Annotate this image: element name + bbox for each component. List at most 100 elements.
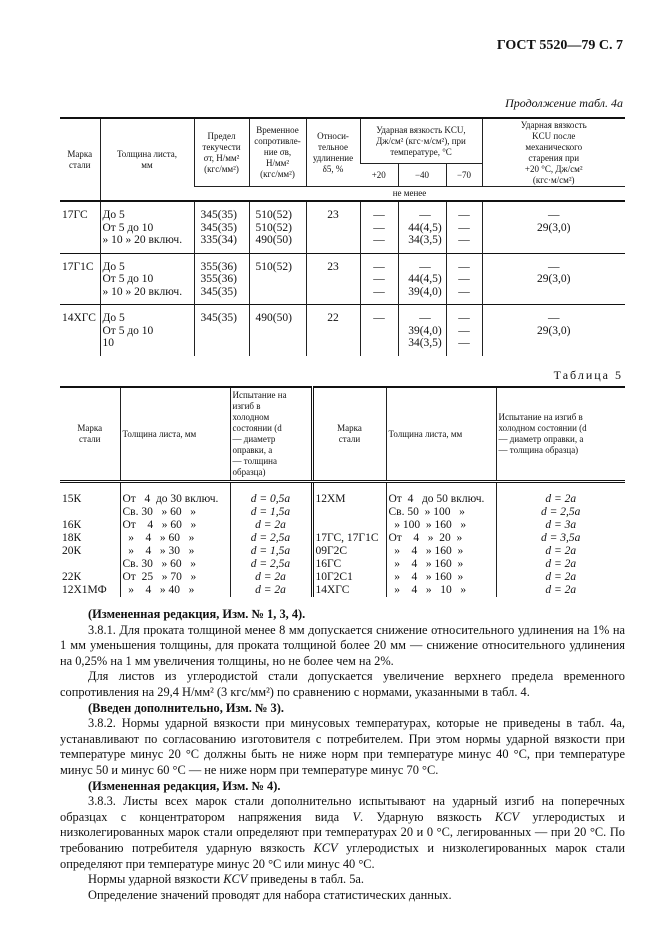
table-row: 15К От 4 до 30 включ. d = 0,5a 12ХМ От 4 до … (60, 481, 625, 506)
page-header: ГОСТ 5520—79 С. 7 (496, 38, 623, 53)
paragraph: 3.8.1. Для проката толщиной менее 8 мм д… (60, 623, 625, 670)
cell-grade-2: 12ХМ (310, 481, 386, 506)
amendment-note: (Введен дополнительно, Изм. № 3). (60, 701, 625, 717)
cell-bend-2: d = 3a (495, 519, 625, 532)
header-yield: Предел текучести σт, Н/мм² (кгс/мм²) (193, 117, 249, 187)
cell-elongation: 23 (305, 252, 360, 305)
cell-thickness-2: » 4 » 10 » (385, 584, 496, 597)
cell-grade: 17ГС (60, 200, 100, 253)
table-row: 14ХГС До 5 От 5 до 10 10 345(35) 490(50) 22—… (60, 304, 625, 356)
cell-grade (60, 506, 120, 519)
text-run: углеродистых и низколегированных марок с… (60, 809, 626, 855)
cell-bend-2: d = 2a (495, 481, 625, 506)
cell-thickness: » 4 » 30 » (119, 545, 230, 558)
table-4a: Марка стали Толщина листа, мм Предел тек… (60, 117, 625, 356)
text-run: (Измененная редакция, Изм. № 1, 3, 4). (88, 607, 306, 621)
text-run: KCV (313, 840, 338, 855)
cell-bend-2: d = 2a (495, 571, 625, 584)
cell-aged: — 29(3,0) (481, 304, 625, 356)
table-row: 17Г1С До 5 От 5 до 10 » 10 » 20 включ. 355… (60, 252, 625, 305)
cell-thickness-2: » 100 » 160 » (385, 519, 496, 532)
header-t20: +20 (360, 163, 398, 187)
header-elongation: Относи- тельное удлинение δ5, % (305, 117, 360, 187)
header-tensile: Временное сопротивле- ние σв, Н/мм² (кгс… (248, 117, 306, 187)
cell-bend: d = 2,5a (229, 532, 312, 545)
amendment-note: (Измененная редакция, Изм. № 4). (60, 779, 625, 795)
header-min-note: не менее (194, 186, 625, 201)
cell-thickness-2: От 4 до 50 включ. (385, 481, 496, 506)
cell-elongation: 22 (305, 304, 360, 356)
paragraph: Для листов из углеродистой стали допуска… (60, 669, 625, 700)
body-text: (Измененная редакция, Изм. № 1, 3, 4). 3.… (60, 607, 625, 903)
cell-yield: 345(35) 345(35) 335(34) (193, 200, 249, 253)
text-run: приведены в табл. 5а. (247, 872, 365, 887)
cell-grade-2 (310, 506, 386, 519)
paragraph: 3.8.3. Листы всех марок стали дополнител… (60, 794, 625, 872)
header-bend: Испытание на изгиб в холодном состоянии … (229, 386, 312, 483)
cell-t40: — 39(4,0) 34(3,5) (397, 304, 446, 356)
cell-thickness-2: » 4 » 160 » (385, 571, 496, 584)
cell-grade-2: 10Г2С1 (310, 571, 386, 584)
cell-bend: d = 0,5a (229, 481, 312, 506)
text-run: 3.8.2. Нормы ударной вязкости при минусо… (60, 716, 625, 777)
cell-t40: — 44(4,5) 34(3,5) (397, 200, 446, 253)
cell-thickness: До 5 От 5 до 10 10 (99, 304, 194, 356)
text-run: углеродистых и низколегированных марок с… (60, 840, 625, 871)
cell-grade-2: 09Г2С (310, 545, 386, 558)
cell-tensile: 490(50) (248, 304, 306, 356)
cell-t20: — — — (359, 200, 398, 253)
table-continuation-label: Продолжение табл. 4а (505, 96, 623, 110)
cell-grade: 22К (62, 571, 82, 583)
cell-bend: d = 2a (229, 519, 312, 532)
cell-t20: — (359, 304, 398, 356)
cell-thickness: » 4 » 40 » (119, 584, 230, 597)
cell-grade: 12Х1МФ (62, 584, 107, 596)
cell-grade: 14ХГС (60, 304, 100, 356)
cell-bend-2: d = 2a (495, 545, 625, 558)
cell-grade-2: 14ХГС (310, 584, 386, 597)
text-run: Определение значений проводят для набора… (88, 887, 452, 902)
cell-thickness-2: Св. 50 » 100 » (385, 506, 496, 519)
text-run: 3.8.3. Листы всех марок стали дополнител… (60, 794, 625, 824)
cell-tensile: 510(52) 510(52) 490(50) (248, 200, 306, 253)
cell-thickness: Св. 30 » 60 » (119, 506, 230, 519)
cell-aged: — 29(3,0) (481, 252, 625, 305)
cell-t70: — — — (445, 304, 482, 356)
cell-elongation: 23 (305, 200, 360, 253)
cell-t20: — — — (359, 252, 398, 305)
text-run: 3.8.1. Для проката толщиной менее 8 мм д… (60, 622, 625, 668)
text-run: Для листов из углеродистой стали допуска… (60, 669, 625, 699)
header-t70: −70 (445, 163, 482, 187)
cell-bend-2: d = 2,5a (495, 506, 625, 519)
header-grade: Марка стали (60, 117, 100, 201)
cell-bend-2: d = 2a (495, 584, 625, 597)
cell-thickness: » 4 » 60 » (119, 532, 230, 545)
table-row: 17ГС До 5 От 5 до 10 » 10 » 20 включ. 345(… (60, 200, 625, 253)
cell-t40: — 44(4,5) 39(4,0) (397, 252, 446, 305)
cell-bend: d = 2a (229, 571, 312, 584)
paragraph: 3.8.2. Нормы ударной вязкости при минусо… (60, 716, 625, 778)
cell-grade: 17Г1С (60, 252, 100, 305)
header-thickness: Толщина листа, мм (99, 117, 194, 201)
text-run: KCV (223, 872, 248, 887)
cell-grade: 20К (62, 545, 82, 557)
header-t40: −40 (397, 163, 446, 187)
cell-grade: 16К (62, 519, 82, 531)
amendment-note: (Измененная редакция, Изм. № 1, 3, 4). (60, 607, 625, 623)
cell-grade-2: 17ГС, 17Г1С (310, 532, 386, 545)
header-thickness: Толщина листа, мм (119, 386, 230, 483)
header-thickness-2: Толщина листа, мм (385, 386, 496, 483)
cell-thickness-2: » 4 » 160 » (385, 545, 496, 558)
cell-thickness: Св. 30 » 60 » (119, 558, 230, 571)
cell-grade (60, 558, 120, 571)
cell-thickness-2: От 4 » 20 » (385, 532, 496, 545)
text-run: (Введен дополнительно, Изм. № 3). (88, 700, 284, 715)
text-run: V (352, 809, 361, 824)
table-row: 18К » 4 » 60 » d = 2,5a 17ГС, 17Г1С От 4 » … (60, 532, 625, 545)
cell-thickness: От 25 » 70 » (119, 571, 230, 584)
cell-bend: d = 2a (229, 584, 312, 597)
cell-tensile: 510(52) (248, 252, 306, 305)
text-run: KCV (494, 809, 520, 824)
cell-bend-2: d = 2a (495, 558, 625, 571)
cell-thickness: От 4 » 60 » (119, 519, 230, 532)
